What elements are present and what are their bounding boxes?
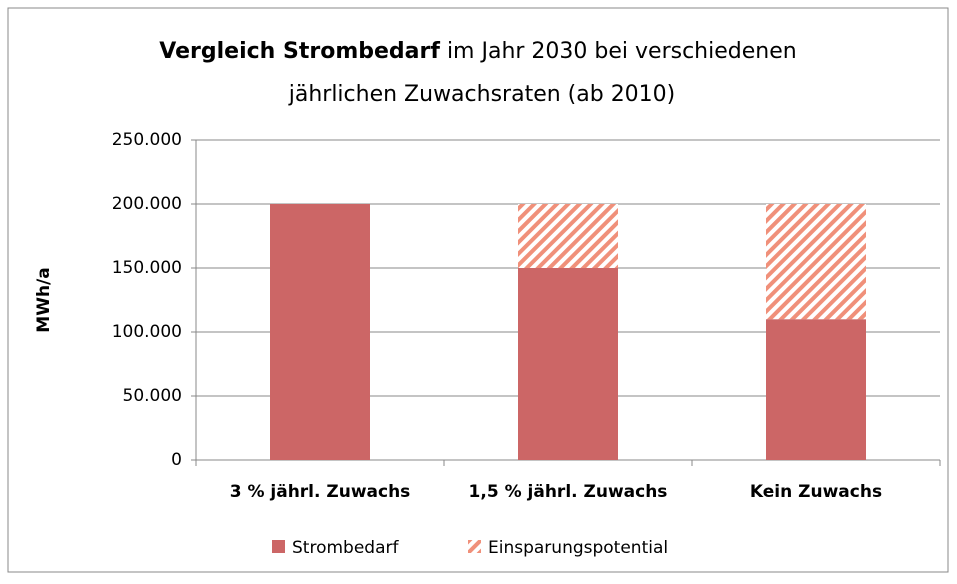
title-rest: im Jahr 2030 bei verschiedenen: [447, 39, 797, 64]
bar-segment: [766, 319, 866, 460]
legend-label: Strombedarf: [292, 538, 399, 558]
legend-swatch: [272, 540, 285, 553]
y-tick-label: 0: [171, 450, 182, 470]
bar-segment: [518, 204, 618, 268]
chart-title-line2: jährlichen Zuwachsraten (ab 2010): [288, 82, 676, 107]
x-tick-label: 3 % jährl. Zuwachs: [230, 482, 411, 502]
y-tick-label: 250.000: [112, 130, 182, 150]
y-tick-label: 200.000: [112, 194, 182, 214]
y-tick-label: 100.000: [112, 322, 182, 342]
bar-segment: [766, 204, 866, 320]
title-bold: Vergleich Strombedarf: [159, 39, 440, 64]
chart-title: Vergleich Strombedarf im Jahr 2030 bei v…: [159, 39, 796, 64]
y-tick-label: 150.000: [112, 258, 182, 278]
x-tick-label: Kein Zuwachs: [750, 482, 882, 502]
bar-segment: [270, 204, 370, 460]
y-axis-label: MWh/a: [34, 267, 54, 332]
bar-segment: [518, 268, 618, 460]
y-tick-label: 50.000: [123, 386, 182, 406]
legend-swatch: [468, 540, 481, 553]
x-tick-label: 1,5 % jährl. Zuwachs: [469, 482, 668, 502]
legend-label: Einsparungspotential: [488, 538, 668, 558]
